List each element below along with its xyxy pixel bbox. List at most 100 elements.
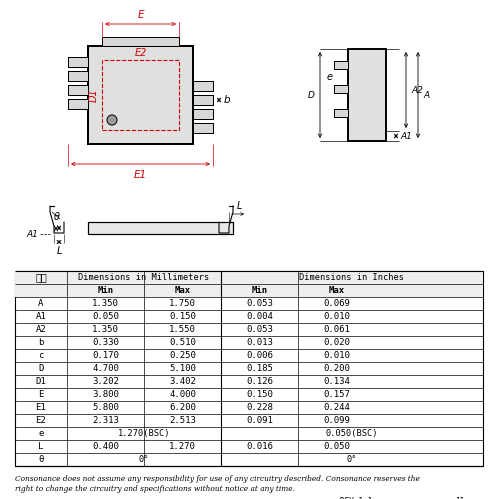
Bar bbox=[193, 109, 213, 119]
Bar bbox=[15, 271, 483, 466]
Text: Max: Max bbox=[175, 286, 191, 295]
Text: 0.126: 0.126 bbox=[246, 377, 273, 386]
Text: 6.200: 6.200 bbox=[169, 403, 196, 412]
Bar bbox=[193, 123, 213, 133]
Text: A2: A2 bbox=[411, 85, 423, 94]
Text: 1.350: 1.350 bbox=[92, 299, 119, 308]
Text: right to change the circuitry and specifications without notice at any time.: right to change the circuitry and specif… bbox=[15, 485, 295, 493]
Bar bbox=[348, 49, 386, 141]
Bar bbox=[88, 46, 193, 144]
Text: 0.006: 0.006 bbox=[246, 351, 273, 360]
Text: E1: E1 bbox=[35, 403, 46, 412]
Bar bbox=[102, 60, 179, 130]
Text: Max: Max bbox=[328, 286, 345, 295]
Bar bbox=[334, 85, 348, 93]
Bar bbox=[68, 99, 88, 109]
Text: 0.185: 0.185 bbox=[246, 364, 273, 373]
Text: 2.313: 2.313 bbox=[92, 416, 119, 425]
Bar bbox=[193, 95, 213, 105]
Text: 0°: 0° bbox=[139, 455, 149, 464]
Text: Consonance does not assume any responsibility for use of any circuitry described: Consonance does not assume any responsib… bbox=[15, 475, 420, 483]
Text: θ: θ bbox=[38, 455, 44, 464]
Text: E: E bbox=[38, 390, 44, 399]
Text: 0.157: 0.157 bbox=[323, 390, 350, 399]
Text: L: L bbox=[56, 246, 62, 256]
Text: 0.010: 0.010 bbox=[323, 351, 350, 360]
Text: D: D bbox=[308, 90, 315, 99]
Text: E2: E2 bbox=[35, 416, 46, 425]
Text: 0.134: 0.134 bbox=[323, 377, 350, 386]
Bar bbox=[15, 271, 483, 297]
Bar bbox=[88, 222, 233, 234]
Text: A1: A1 bbox=[26, 230, 38, 239]
Text: 字符: 字符 bbox=[35, 272, 47, 282]
Text: 0.050(BSC): 0.050(BSC) bbox=[326, 429, 378, 438]
Text: 0.170: 0.170 bbox=[92, 351, 119, 360]
Text: 2.513: 2.513 bbox=[169, 416, 196, 425]
Text: 0.053: 0.053 bbox=[246, 325, 273, 334]
Text: 4.700: 4.700 bbox=[92, 364, 119, 373]
Text: L: L bbox=[237, 201, 242, 211]
Text: E1: E1 bbox=[134, 170, 147, 180]
Text: e: e bbox=[327, 72, 333, 82]
Bar bbox=[334, 61, 348, 69]
Text: 1.270: 1.270 bbox=[169, 442, 196, 451]
Text: Dimensions in Inches: Dimensions in Inches bbox=[299, 273, 405, 282]
Text: 0°: 0° bbox=[347, 455, 357, 464]
Text: L: L bbox=[38, 442, 44, 451]
Text: 1.350: 1.350 bbox=[92, 325, 119, 334]
Text: 0.091: 0.091 bbox=[246, 416, 273, 425]
Text: E: E bbox=[137, 10, 144, 20]
Text: 0.228: 0.228 bbox=[246, 403, 273, 412]
Text: REV 1.1: REV 1.1 bbox=[340, 497, 372, 499]
Bar bbox=[193, 81, 213, 91]
Bar bbox=[193, 95, 213, 105]
Bar bbox=[68, 85, 88, 95]
Text: c: c bbox=[38, 351, 44, 360]
Text: D1: D1 bbox=[35, 377, 46, 386]
Bar bbox=[193, 81, 213, 91]
Text: 3.202: 3.202 bbox=[92, 377, 119, 386]
Text: 0.020: 0.020 bbox=[323, 338, 350, 347]
Bar bbox=[334, 61, 348, 69]
Bar bbox=[68, 57, 88, 67]
Text: 11: 11 bbox=[455, 497, 464, 499]
Text: A1: A1 bbox=[35, 312, 46, 321]
Text: D: D bbox=[38, 364, 44, 373]
Text: b: b bbox=[224, 95, 231, 105]
Bar bbox=[102, 37, 179, 46]
Text: A2: A2 bbox=[35, 325, 46, 334]
Text: 0.010: 0.010 bbox=[323, 312, 350, 321]
Text: Dimensions in Millimeters: Dimensions in Millimeters bbox=[78, 273, 210, 282]
Bar bbox=[68, 99, 88, 109]
Bar bbox=[348, 49, 386, 141]
Text: D1: D1 bbox=[89, 88, 99, 102]
Text: 0.004: 0.004 bbox=[246, 312, 273, 321]
Text: A1: A1 bbox=[400, 132, 412, 141]
Bar bbox=[88, 46, 193, 144]
Text: 0.061: 0.061 bbox=[323, 325, 350, 334]
Bar bbox=[68, 71, 88, 81]
Bar bbox=[68, 71, 88, 81]
Text: 0.053: 0.053 bbox=[246, 299, 273, 308]
Text: b: b bbox=[38, 338, 44, 347]
Bar bbox=[334, 85, 348, 93]
Text: 0.016: 0.016 bbox=[246, 442, 273, 451]
Text: e: e bbox=[38, 429, 44, 438]
Text: 0.200: 0.200 bbox=[323, 364, 350, 373]
Bar bbox=[88, 222, 233, 234]
Bar bbox=[68, 85, 88, 95]
Bar bbox=[68, 57, 88, 67]
Text: 3.800: 3.800 bbox=[92, 390, 119, 399]
Text: 0.013: 0.013 bbox=[246, 338, 273, 347]
Text: 0.244: 0.244 bbox=[323, 403, 350, 412]
Text: 5.100: 5.100 bbox=[169, 364, 196, 373]
Text: 1.750: 1.750 bbox=[169, 299, 196, 308]
Bar bbox=[334, 109, 348, 117]
Bar bbox=[334, 109, 348, 117]
Text: 0.250: 0.250 bbox=[169, 351, 196, 360]
Text: 3.402: 3.402 bbox=[169, 377, 196, 386]
Text: 0.150: 0.150 bbox=[246, 390, 273, 399]
Text: $\theta$: $\theta$ bbox=[53, 210, 61, 222]
Text: 0.400: 0.400 bbox=[92, 442, 119, 451]
